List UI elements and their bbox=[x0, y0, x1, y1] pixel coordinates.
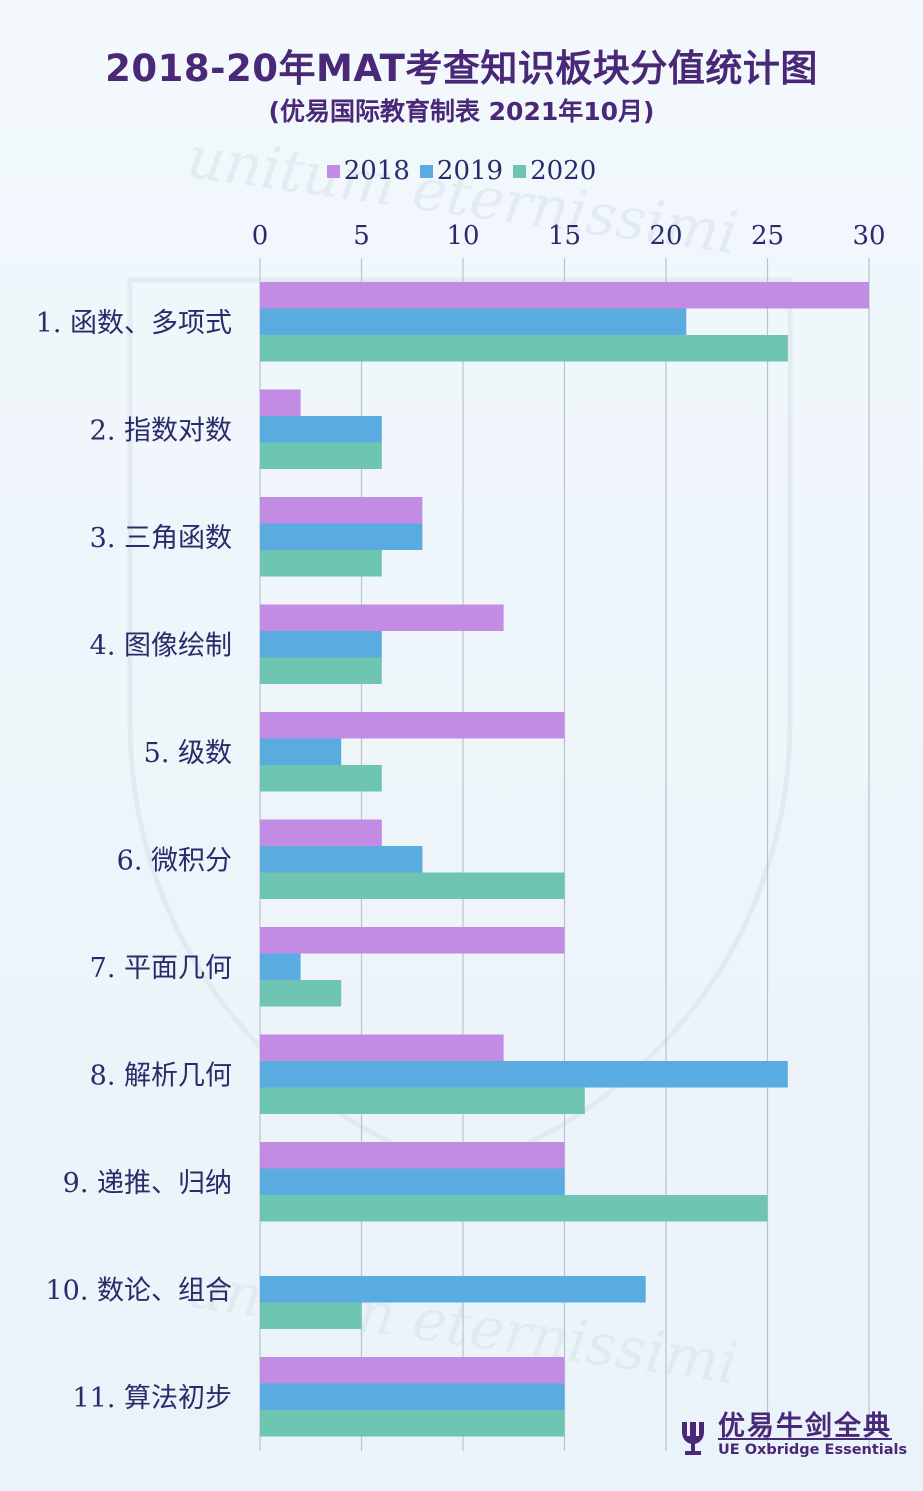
bar-2020 bbox=[260, 335, 788, 362]
bar-2018 bbox=[260, 819, 382, 846]
bar-2018 bbox=[260, 1034, 504, 1061]
legend-item-2019: 2019 bbox=[419, 156, 504, 186]
bar-2018 bbox=[260, 497, 423, 524]
bar-2019 bbox=[260, 738, 342, 765]
bar-2019 bbox=[260, 1061, 788, 1088]
bar-2019 bbox=[260, 523, 423, 550]
bar-2020 bbox=[260, 1195, 768, 1222]
bar-2020 bbox=[260, 765, 382, 792]
legend-swatch bbox=[419, 164, 433, 178]
bar-2019 bbox=[260, 308, 687, 335]
bar-2018 bbox=[260, 927, 565, 954]
legend-label: 2019 bbox=[436, 156, 504, 186]
category-label: 3. 三角函数 bbox=[90, 523, 232, 554]
bar-2020 bbox=[260, 872, 565, 899]
tick-label: 10 bbox=[446, 221, 479, 251]
bar-2018 bbox=[260, 712, 565, 739]
bar-2020 bbox=[260, 442, 382, 469]
category-label: 2. 指数对数 bbox=[90, 415, 232, 446]
category-label: 11. 算法初步 bbox=[72, 1383, 232, 1414]
brand-name-cn: 优易牛剑全典 bbox=[718, 1411, 892, 1442]
tick-label: 15 bbox=[548, 221, 581, 251]
bar-2018 bbox=[260, 282, 869, 309]
legend-item-2020: 2020 bbox=[513, 156, 596, 186]
legend-label: 2018 bbox=[343, 156, 410, 186]
legend-item-2018: 2018 bbox=[326, 156, 410, 186]
bar-2018 bbox=[260, 604, 504, 631]
bar-2020 bbox=[260, 657, 382, 684]
bar-2020 bbox=[260, 1087, 585, 1114]
bar-2018 bbox=[260, 1357, 565, 1384]
brand-logo: 优易牛剑全典 UE Oxbridge Essentials bbox=[676, 1404, 908, 1464]
bar-2018 bbox=[260, 389, 301, 416]
category-label: 5. 级数 bbox=[144, 738, 232, 769]
legend-swatch bbox=[513, 164, 527, 178]
category-label: 6. 微积分 bbox=[117, 845, 232, 876]
bar-2020 bbox=[260, 980, 342, 1007]
legend-swatch bbox=[326, 164, 340, 178]
category-label: 4. 图像绘制 bbox=[90, 630, 232, 661]
chart-subtitle: (优易国际教育制表 2021年10月) bbox=[268, 97, 655, 126]
bar-2020 bbox=[260, 550, 382, 577]
brand-name-en: UE Oxbridge Essentials bbox=[718, 1442, 908, 1458]
bar-2019 bbox=[260, 1383, 565, 1410]
bar-2020 bbox=[260, 1302, 362, 1329]
bar-2019 bbox=[260, 846, 423, 873]
tick-label: 30 bbox=[852, 221, 885, 251]
category-label: 1. 函数、多项式 bbox=[36, 308, 232, 339]
brand-divider bbox=[718, 1438, 892, 1440]
legend-label: 2020 bbox=[530, 156, 597, 186]
chart-legend: 2018 2019 2020 bbox=[0, 156, 923, 186]
chart-title: 2018-20年MAT考查知识板块分值统计图 bbox=[105, 47, 818, 90]
category-label: 10. 数论、组合 bbox=[45, 1275, 232, 1306]
bar-2019 bbox=[260, 1276, 646, 1303]
bar-2018 bbox=[260, 1142, 565, 1169]
tick-label: 20 bbox=[649, 221, 682, 251]
bar-2019 bbox=[260, 416, 382, 443]
bar-2019 bbox=[260, 953, 301, 980]
bar-2020 bbox=[260, 1410, 565, 1437]
category-label: 8. 解析几何 bbox=[90, 1060, 232, 1091]
tick-label: 0 bbox=[252, 221, 269, 251]
bar-2019 bbox=[260, 1168, 565, 1195]
category-label: 9. 递推、归纳 bbox=[63, 1168, 232, 1199]
bar-2019 bbox=[260, 631, 382, 658]
trophy-icon bbox=[682, 1422, 704, 1455]
tick-label: 5 bbox=[353, 221, 370, 251]
tick-label: 25 bbox=[751, 221, 784, 251]
category-label: 7. 平面几何 bbox=[90, 953, 232, 984]
